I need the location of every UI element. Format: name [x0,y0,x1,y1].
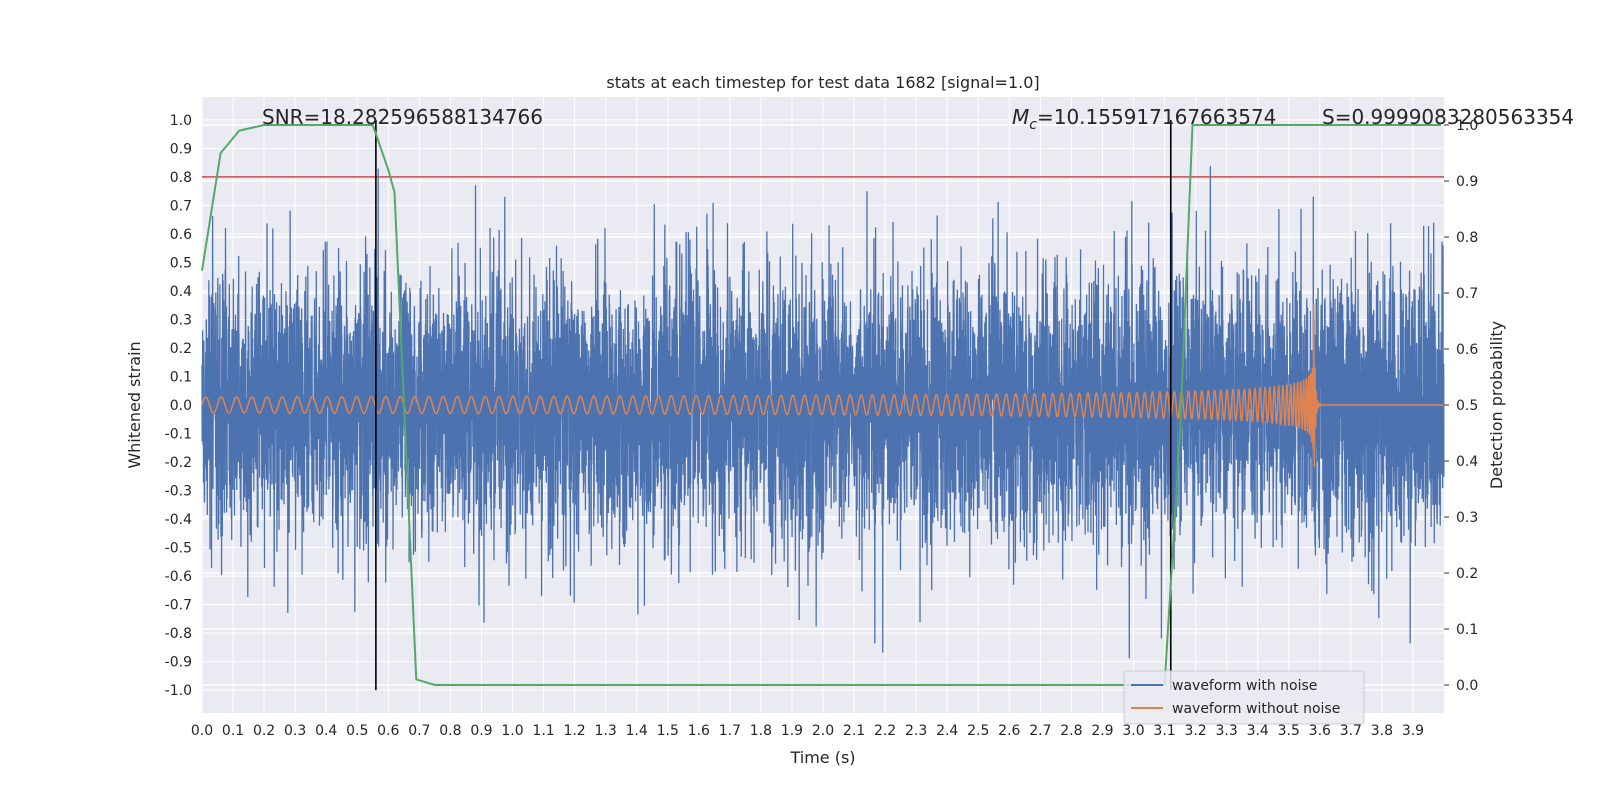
y2-axis-label: Detection probability [1487,321,1506,489]
x-tick-label: 1.4 [626,723,648,739]
s-annotation: S=0.9999083280563354 [1322,105,1574,129]
y-tick-label: -0.9 [165,655,192,671]
x-tick-label: 0.6 [377,723,399,739]
x-tick-label: 1.6 [688,723,710,739]
y2-tick-label: 0.2 [1456,566,1478,582]
legend: waveform with noise waveform without noi… [1123,670,1365,725]
y2-tick-labels: 1.0 0.9 0.8 0.7 0.6 0.5 0.4 0.3 0.2 0.1 0.0 [1444,118,1478,694]
y2-tick-label: 0.7 [1456,286,1478,302]
y-tick-label: 0.2 [170,341,192,357]
y-tick-label: -0.3 [165,484,192,500]
y-tick-label: 0.6 [170,227,192,243]
chirp-mass-symbol: M [1012,105,1029,129]
x-tick-label: 3.2 [1184,723,1206,739]
y2-tick-label: 0.6 [1456,342,1478,358]
x-tick-label: 2.5 [967,723,989,739]
y-tick-label: 0.1 [170,369,192,385]
snr-annotation: SNR=18.282596588134766 [262,105,543,129]
y2-tick-label: 0.0 [1456,678,1478,694]
x-tick-label: 3.0 [1122,723,1144,739]
x-tick-label: 1.5 [657,723,679,739]
x-tick-label: 1.9 [781,723,803,739]
x-tick-label: 3.8 [1371,723,1393,739]
x-tick-label: 3.7 [1340,723,1362,739]
waveform-without-noise-line [201,304,1444,467]
x-tick-label: 2.3 [905,723,927,739]
x-tick-label: 2.7 [1029,723,1051,739]
x-tick-label: 0.0 [191,723,213,739]
x-tick-label: 1.7 [719,723,741,739]
y-tick-label: -0.6 [165,569,192,585]
chart-title: stats at each timestep for test data 168… [606,73,1039,92]
y2-tick-label: 0.1 [1456,622,1478,638]
y-tick-label: -0.2 [165,455,192,471]
x-tick-label: 3.4 [1247,723,1269,739]
y-tick-label: -0.5 [165,541,192,557]
y-tick-label: 1.0 [170,113,192,129]
y-tick-label: 0.5 [170,255,192,271]
x-tick-label: 0.7 [408,723,430,739]
legend-label-noise: waveform with noise [1172,678,1317,694]
waveform-with-noise-line [201,166,1445,659]
series-layer [201,119,1445,691]
x-tick-label: 0.4 [315,723,337,739]
chirp-mass-annotation: Mc=10.155917167663574 [1012,105,1276,133]
x-tick-label: 0.3 [284,723,306,739]
x-tick-label: 1.1 [532,723,554,739]
x-tick-label: 2.6 [998,723,1020,739]
x-tick-label: 3.5 [1278,723,1300,739]
legend-box [1123,670,1365,725]
y-tick-label: 0.7 [170,198,192,214]
x-tick-label: 1.2 [563,723,585,739]
x-tick-label: 1.3 [595,723,617,739]
x-tick-label: 2.0 [812,723,834,739]
y-tick-label: -1.0 [165,683,192,699]
y-tick-label: -0.7 [165,598,192,614]
x-axis-label: Time (s) [789,748,855,767]
x-tick-label: 2.4 [936,723,958,739]
y-tick-label: -0.1 [165,427,192,443]
x-tick-label: 2.8 [1060,723,1082,739]
x-tick-label: 0.9 [470,723,492,739]
x-tick-label: 3.1 [1153,723,1175,739]
x-tick-label: 2.1 [843,723,865,739]
x-tick-label: 2.9 [1091,723,1113,739]
x-tick-label: 1.0 [501,723,523,739]
x-tick-labels: 0.0 0.1 0.2 0.3 0.4 0.5 0.6 0.7 0.8 0.9 1.0 1.1 1.2 1… [191,723,1424,739]
y-tick-labels: 1.0 0.9 0.8 0.7 0.6 0.5 0.4 0.3 0.2 0.1 0.0 -0.1 -0.… [165,113,192,699]
y-axis-label: Whitened strain [125,341,144,468]
detection-probability-line [201,124,1441,686]
y2-tick-label: 1.0 [1456,118,1478,134]
y-tick-label: 0.9 [170,141,192,157]
y2-tick-label: 0.8 [1456,230,1478,246]
x-tick-label: 2.2 [874,723,896,739]
x-tick-label: 3.9 [1402,723,1424,739]
y-tick-label: 0.0 [170,398,192,414]
chirp-mass-subscript: c [1029,117,1037,133]
legend-label-clean: waveform without noise [1172,701,1340,717]
x-tick-label: 0.8 [439,723,461,739]
y-tick-label: -0.8 [165,626,192,642]
y2-tick-label: 0.4 [1456,454,1478,470]
y-tick-label: 0.4 [170,284,192,300]
y2-tick-label: 0.3 [1456,510,1478,526]
y2-tick-label: 0.5 [1456,398,1478,414]
chirp-mass-value: =10.155917167663574 [1037,105,1276,129]
x-tick-label: 0.1 [222,723,244,739]
x-tick-label: 3.6 [1309,723,1331,739]
y-tick-label: -0.4 [165,512,192,528]
x-tick-label: 0.2 [253,723,275,739]
x-tick-label: 0.5 [346,723,368,739]
x-tick-label: 1.8 [750,723,772,739]
y-tick-label: 0.8 [170,170,192,186]
y2-tick-label: 0.9 [1456,174,1478,190]
x-tick-label: 3.3 [1216,723,1238,739]
y-tick-label: 0.3 [170,312,192,328]
